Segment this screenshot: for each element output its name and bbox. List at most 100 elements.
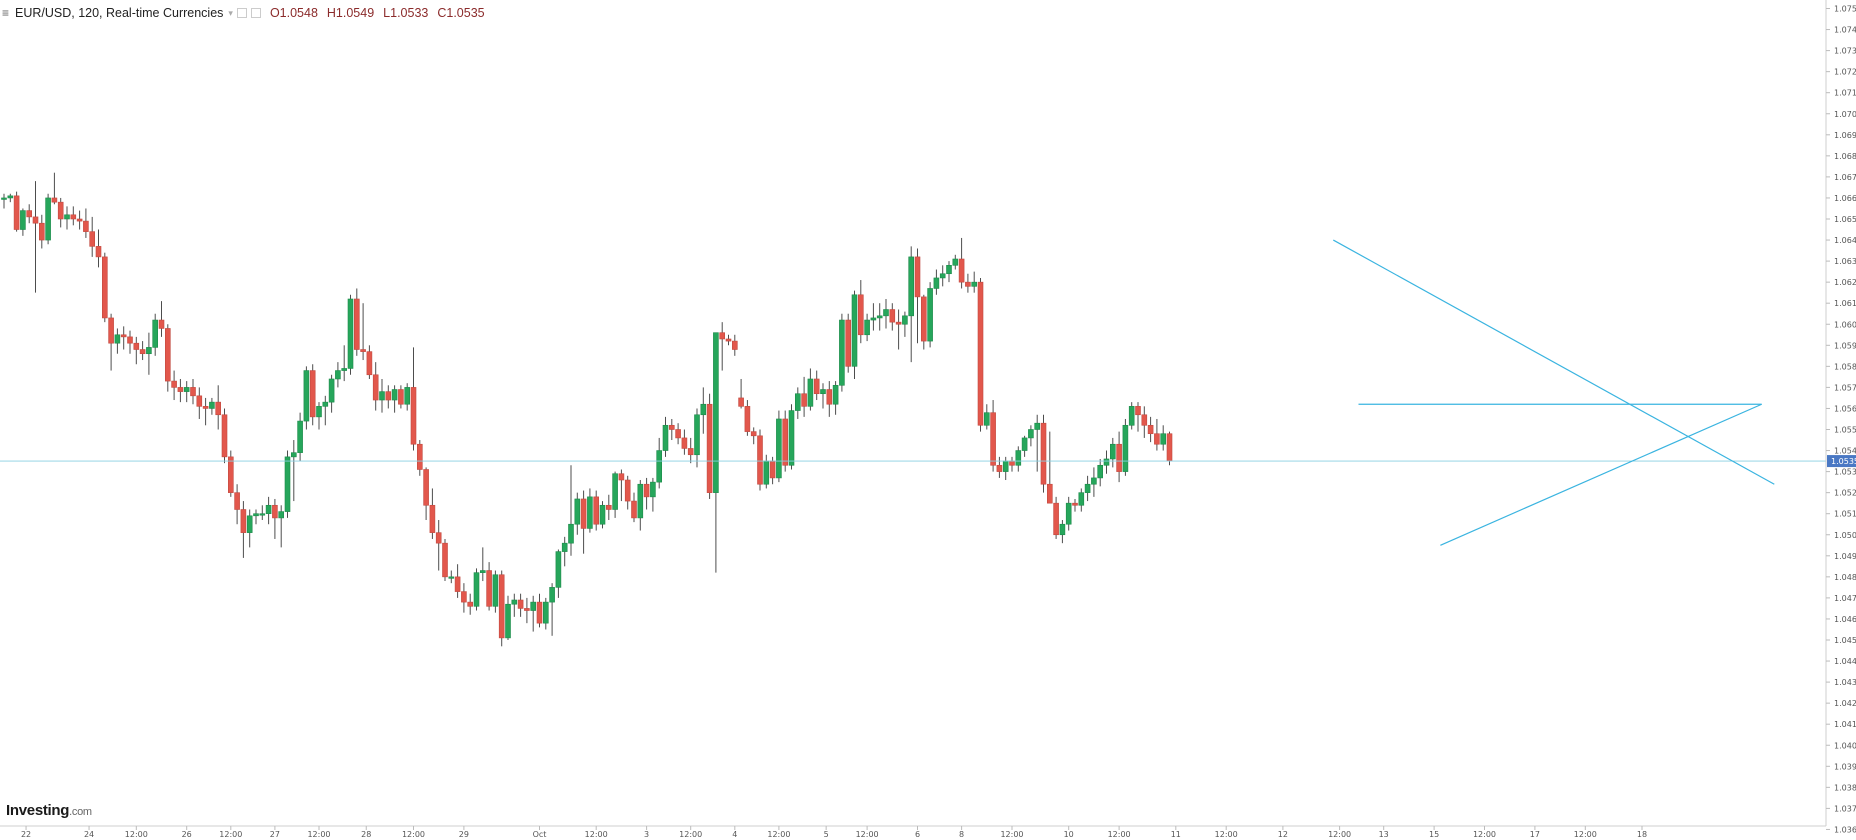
price-tick-label: 1.0610 [1834,299,1856,308]
candle [624,475,631,510]
price-tick-label: 1.0630 [1834,257,1856,266]
candle [127,330,133,354]
candle-body-down [1047,483,1053,504]
menu-icon[interactable]: ≡ [2,6,10,20]
candle [650,477,656,512]
candle [1084,475,1091,502]
time-tick-label: 18 [1637,830,1647,839]
trendline[interactable] [1333,239,1775,485]
time-tick-label: 3 [644,830,649,839]
candle [612,471,618,518]
price-tick-label: 1.0490 [1834,552,1856,561]
price-tick-label: 1.0570 [1834,383,1856,392]
candle-body-up [776,418,782,479]
candle [965,273,971,293]
candle [215,385,221,430]
candle-body-down [486,570,492,607]
candle [83,208,89,238]
candle-body-down [977,281,984,426]
candle [826,381,833,417]
candle-body-up [587,496,593,529]
candle [442,538,448,582]
candle [1002,456,1009,481]
candle-body-down [190,387,196,397]
settings-box-icon[interactable] [250,8,261,18]
candle [328,374,335,413]
candle-body-up [864,319,870,336]
symbol-dropdown-icon[interactable]: ▾ [228,7,233,18]
candle [845,313,852,373]
trendline[interactable] [1440,403,1762,546]
candle [530,595,537,632]
time-axis[interactable]: 22 24 12:00 26 12:00 27 12:00 28 12:00 29 Oct 12:00… [21,826,1647,839]
candle-body-up [662,424,669,451]
candle-body-down [139,349,146,355]
candle-body-down [631,500,637,519]
price-tick-label: 1.0560 [1834,404,1856,413]
symbol-label[interactable]: EUR/USD, 120, Real-time Currencies [15,6,224,20]
candle-body-down [228,456,234,493]
time-tick-label: 12 [1278,830,1288,839]
price-axis[interactable]: 1.0750 1.0740 1.0730 1.0720 1.0710 1.0700 1.06… [1826,5,1856,835]
candle-body-down [89,231,95,247]
candle [404,383,411,411]
candle [524,597,530,624]
candle [473,568,480,611]
trendlines[interactable] [0,239,1826,546]
candle [158,301,165,337]
candle [234,484,240,525]
candle [839,313,845,392]
candle-body-up [404,387,411,405]
candle-body-up [265,504,272,514]
candle-body-down [95,246,102,258]
candle-body-down [750,431,757,437]
candle-body-down [1040,422,1047,485]
candle-body-up [347,298,354,369]
price-tick-label: 1.0370 [1834,804,1856,813]
candle [45,193,51,245]
close-value: C1.0535 [437,6,485,20]
candle-body-down [1166,433,1173,462]
candle [133,336,140,365]
candle [536,593,543,628]
candle-body-up [1021,437,1028,451]
candle [820,383,826,409]
candle [675,423,681,445]
price-tick-label: 1.0520 [1834,489,1856,498]
candle [1103,450,1110,474]
candle [353,288,360,356]
candle [643,477,650,510]
candle [1,193,7,209]
candle [1078,488,1085,512]
toggle-box-icon[interactable] [236,8,247,18]
candle [895,309,902,350]
candle-body-up [927,288,933,342]
candle-body-up [542,601,549,624]
price-tick-label: 1.0390 [1834,762,1856,771]
candle-body-down [429,504,436,533]
price-tick-label: 1.0600 [1834,320,1856,329]
candle-body-down [801,393,807,407]
candle [1021,435,1028,457]
candle-body-down [675,429,681,439]
candle-body-up [656,450,663,483]
candle [555,549,562,598]
time-tick-label: 12:00 [1473,830,1496,839]
last-price-badge [1827,455,1856,468]
candle-body-down [920,296,927,342]
candle-body-up [555,551,562,588]
candle [511,593,518,617]
candle [1141,406,1148,438]
candle [209,397,215,415]
candle-body-down [454,576,461,592]
candle [706,393,713,499]
candle-body-down [1053,502,1059,536]
candle-body-down [108,317,114,344]
candle-body-down [32,216,39,224]
candle-body-up [505,603,511,639]
candle-body-down [385,391,392,401]
price-tick-label: 1.0580 [1834,362,1856,371]
candle [171,370,177,401]
candle-body-down [372,374,379,401]
